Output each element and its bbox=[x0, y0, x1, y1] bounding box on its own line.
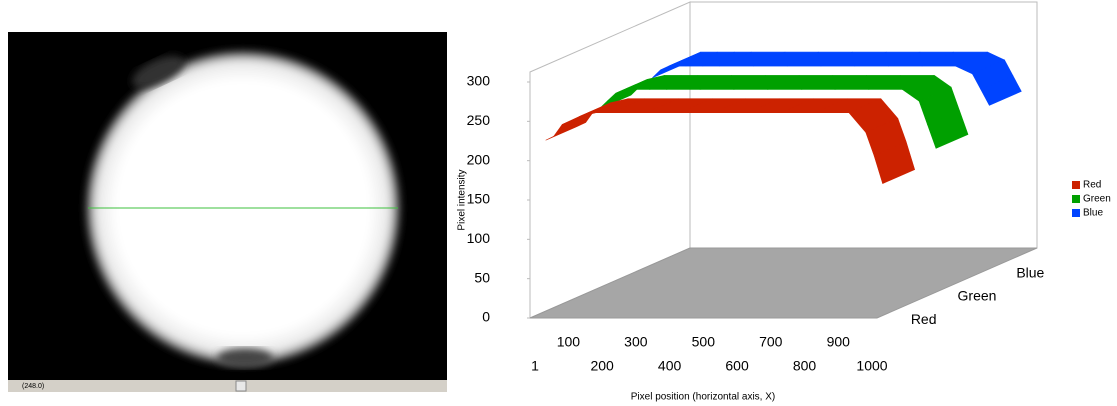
x-tick-label: 400 bbox=[658, 358, 682, 374]
dark-spot bbox=[217, 348, 273, 368]
x-axis-label: Pixel position (horizontal axis, X) bbox=[631, 392, 776, 403]
y-tick-label: 300 bbox=[467, 73, 491, 89]
legend-swatch bbox=[1072, 209, 1080, 217]
x-tick-label: 500 bbox=[692, 334, 716, 350]
x-tick-label: 1 bbox=[531, 358, 539, 374]
legend-label: Red bbox=[1083, 180, 1101, 191]
y-tick-label: 50 bbox=[474, 269, 490, 285]
depth-label: Blue bbox=[1016, 264, 1044, 280]
x-tick-label: 900 bbox=[827, 334, 851, 350]
x-tick-label: 1000 bbox=[856, 358, 887, 374]
y-axis-label: Pixel intensity bbox=[457, 169, 468, 230]
x-tick-label: 600 bbox=[725, 358, 749, 374]
x-tick-label: 700 bbox=[759, 334, 783, 350]
area-segment bbox=[873, 141, 916, 184]
y-tick-label: 100 bbox=[467, 230, 491, 246]
area-segment bbox=[980, 75, 1022, 106]
y-tick-label: 200 bbox=[467, 151, 491, 167]
camera-image: (248.0) bbox=[8, 32, 447, 392]
y-tick-label: 150 bbox=[467, 191, 491, 207]
depth-label: Green bbox=[958, 288, 997, 304]
dark-spot bbox=[132, 55, 184, 89]
floor bbox=[529, 247, 1038, 319]
depth-label: Red bbox=[911, 311, 937, 327]
status-text: (248.0) bbox=[22, 383, 44, 390]
y-tick-label: 250 bbox=[467, 112, 491, 128]
x-tick-label: 300 bbox=[624, 334, 648, 350]
legend-swatch bbox=[1072, 195, 1080, 203]
area-segment bbox=[927, 110, 969, 149]
status-bar bbox=[8, 380, 447, 392]
x-tick-label: 800 bbox=[793, 358, 817, 374]
x-tick-label: 200 bbox=[590, 358, 614, 374]
x-tick-label: 100 bbox=[557, 334, 581, 350]
legend-label: Green bbox=[1083, 194, 1111, 205]
y-tick-label: 0 bbox=[482, 309, 490, 325]
legend-label: Blue bbox=[1083, 208, 1103, 219]
scroll-thumb[interactable] bbox=[235, 380, 247, 392]
legend-swatch bbox=[1072, 181, 1080, 189]
